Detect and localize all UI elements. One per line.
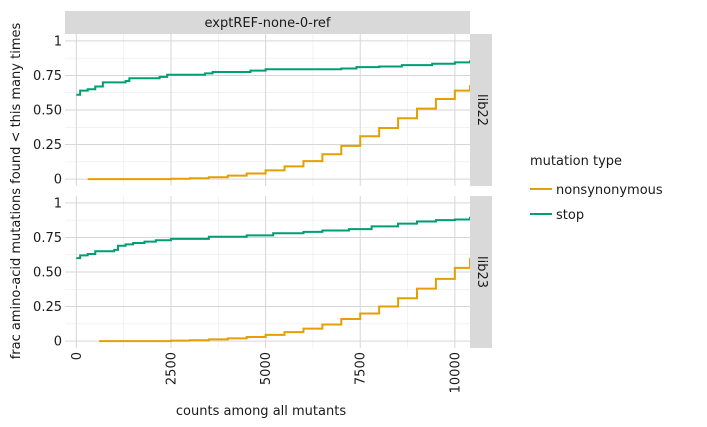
facet-strip-top xyxy=(65,11,470,34)
facet-column-label: exptREF-none-0-ref xyxy=(205,16,331,31)
y-tick-label: 0.75 xyxy=(33,69,62,84)
facet-row-label-lib23: lib23 xyxy=(474,256,489,288)
y-axis-label: frac amino-acid mutations found < this m… xyxy=(9,23,24,360)
facet-strip-right-lib22 xyxy=(470,34,492,186)
y-tick-label: 0 xyxy=(54,173,62,188)
series-line-nonsynonymous-lib22 xyxy=(87,85,471,181)
series-line-nonsynonymous-lib23 xyxy=(99,258,471,343)
x-tick-label: 2500 xyxy=(164,352,179,385)
x-tick-label: 0 xyxy=(70,352,85,360)
y-tick-label: 1 xyxy=(54,34,62,49)
x-axis-ticks: 0 2500 5000 7500 10000 xyxy=(70,352,464,393)
panel-lib23 xyxy=(65,196,471,348)
y-tick-label: 0.25 xyxy=(33,138,62,153)
y-tick-label: 1 xyxy=(54,196,62,211)
y-tick-label: 0.75 xyxy=(33,231,62,246)
facet-strip-right-lib23 xyxy=(470,196,492,348)
facet-row-label-lib22: lib22 xyxy=(474,94,489,126)
legend-label-stop: stop xyxy=(556,208,584,223)
y-axis-ticks: 0 0.25 0.50 0.75 1 0 0.25 0.50 0.75 1 xyxy=(33,34,62,349)
x-tick-label: 7500 xyxy=(354,352,369,385)
y-tick-label: 0.50 xyxy=(33,266,62,281)
legend-title: mutation type xyxy=(530,154,622,169)
y-tick-label: 0.50 xyxy=(33,104,62,119)
series-line-stop-lib22 xyxy=(76,60,471,96)
y-tick-label: 0 xyxy=(54,335,62,350)
x-tick-label: 5000 xyxy=(259,352,274,385)
x-tick-label: 10000 xyxy=(448,352,463,393)
legend: mutation type nonsynonymous stop xyxy=(530,154,663,223)
legend-label-nonsynonymous: nonsynonymous xyxy=(556,183,663,198)
panel-lib22 xyxy=(65,34,471,186)
y-tick-label: 0.25 xyxy=(33,300,62,315)
series-line-stop-lib23 xyxy=(76,216,471,260)
x-axis-label: counts among all mutants xyxy=(176,404,346,419)
